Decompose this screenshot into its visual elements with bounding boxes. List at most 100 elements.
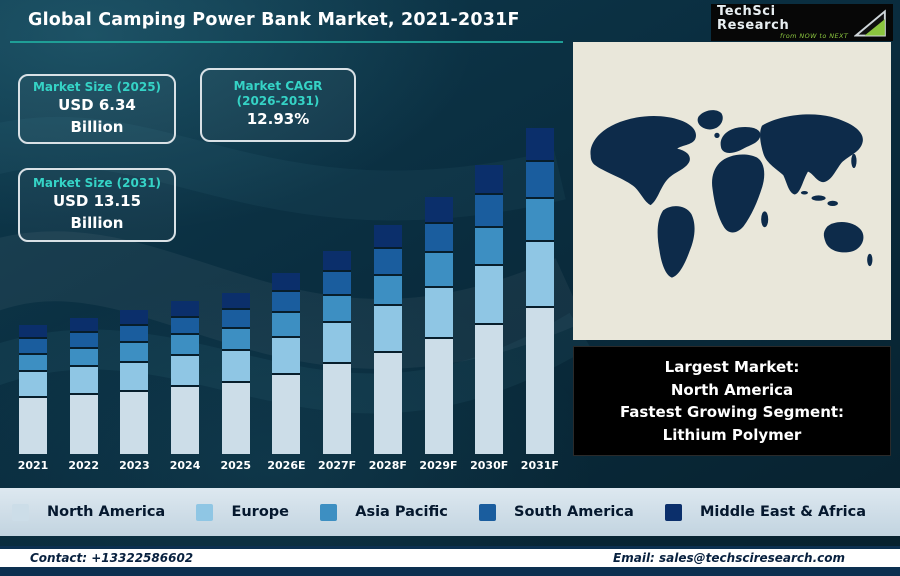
legend-item: Middle East & Africa — [664, 503, 866, 521]
legend-item: North America — [12, 503, 166, 521]
bar-segment — [373, 247, 402, 274]
page-title: Global Camping Power Bank Market, 2021-2… — [28, 10, 520, 30]
bar-segment — [272, 290, 301, 312]
bar-segment — [525, 240, 554, 306]
bar-segment — [475, 225, 504, 265]
bar-segment — [69, 365, 98, 394]
callout-line: Lithium Polymer — [662, 425, 802, 444]
bar-segment — [120, 389, 149, 454]
bar-segment — [272, 311, 301, 336]
bar-segment — [19, 370, 47, 397]
callout-line: Fastest Growing Segment: — [619, 403, 845, 421]
logo-brand: TechSci Research — [717, 3, 790, 33]
bar-column: 2026E — [263, 273, 309, 477]
bar-column: 2029F — [416, 197, 462, 477]
stat-unit: Billion — [70, 213, 124, 232]
techsci-logo: TechSci Research from NOW to NEXT — [711, 4, 893, 41]
stat-box-market-cagr: Market CAGR (2026-2031) 12.93% — [200, 68, 356, 142]
x-axis-label: 2029F — [419, 459, 458, 472]
bar-segment — [69, 346, 98, 366]
legend-item: Asia Pacific — [320, 503, 448, 521]
bar-column: 2027F — [314, 250, 360, 477]
bar-segment — [171, 301, 200, 316]
logo-arrow-icon — [854, 8, 887, 36]
legend-item: South America — [479, 503, 634, 521]
bar-segment — [171, 315, 200, 334]
stat-box-market-size-2025: Market Size (2025) USD 6.34 Billion — [18, 74, 176, 144]
bar-column: 2030F — [466, 165, 512, 477]
stat-value: USD 13.15 — [52, 191, 142, 210]
bar-segment — [171, 385, 200, 454]
bar-column: 2025 — [213, 292, 259, 477]
x-axis-label: 2028F — [368, 459, 407, 472]
world-map — [573, 93, 891, 289]
bar-column: 2021 — [10, 325, 56, 477]
bar-segment — [424, 222, 453, 252]
largest-market-callout: Largest Market: North America Fastest Gr… — [573, 346, 891, 456]
x-axis-label: 2023 — [119, 459, 150, 472]
bar-segment — [120, 324, 149, 341]
bar-segment — [19, 352, 47, 371]
legend-swatch — [320, 503, 338, 521]
bar-segment — [69, 330, 98, 347]
x-axis-label: 2030F — [470, 459, 509, 472]
x-axis-label: 2027F — [318, 459, 357, 472]
bar-segment — [171, 333, 200, 355]
bar-segment — [424, 337, 453, 454]
bar-stack — [69, 317, 98, 454]
bar-segment — [19, 396, 47, 454]
x-axis-label: 2031F — [520, 459, 559, 472]
logo-text: TechSci Research from NOW to NEXT — [717, 3, 848, 41]
bar-segment — [272, 372, 301, 454]
footer-top-line — [0, 546, 900, 549]
bar-segment — [373, 225, 402, 248]
bar-column: 2024 — [162, 301, 208, 477]
x-axis-label: 2025 — [220, 459, 252, 472]
stat-label: Market CAGR (2026-2031) — [233, 79, 323, 109]
bar-segment — [19, 337, 47, 353]
bar-segment — [373, 350, 402, 454]
legend: North America Europe Asia Pacific South Ame… — [0, 488, 900, 536]
callout-line: North America — [670, 380, 794, 399]
bar-segment — [475, 264, 504, 323]
bar-stack — [525, 128, 554, 454]
bar-segment — [323, 320, 352, 363]
bar-segment — [475, 193, 504, 226]
footer-bottom-bar — [0, 567, 900, 576]
footer-body: Contact: +13322586602 Email: sales@techs… — [0, 549, 900, 567]
bar-stack — [424, 197, 453, 454]
bar-segment — [272, 335, 301, 373]
legend-label: Middle East & Africa — [699, 504, 866, 520]
legend-label: South America — [514, 504, 634, 520]
legend-item: Europe — [196, 503, 289, 521]
bar-segment — [424, 251, 453, 286]
legend-swatch — [196, 503, 214, 521]
x-axis-label: 2022 — [68, 459, 99, 472]
bar-stack — [373, 225, 402, 454]
bar-segment — [221, 348, 250, 382]
bar-segment — [373, 273, 402, 305]
legend-swatch — [12, 503, 29, 521]
stat-box-market-size-2031: Market Size (2031) USD 13.15 Billion — [18, 168, 176, 242]
legend-label: Europe — [231, 504, 289, 520]
title-underline — [10, 41, 563, 43]
bar-chart: 2021 2022 2023 2024 2025 2026E 2027F 2028F 2029F… — [10, 125, 563, 477]
legend-label: Asia Pacific — [355, 504, 448, 520]
stat-unit: Billion — [70, 117, 124, 136]
stat-value: USD 6.34 — [58, 95, 136, 114]
bar-segment — [272, 273, 301, 291]
bar-segment — [525, 128, 554, 160]
bar-segment — [373, 304, 402, 351]
bar-stack — [272, 273, 301, 454]
bar-segment — [19, 325, 47, 338]
bar-stack — [171, 301, 200, 454]
bar-segment — [120, 340, 149, 361]
bar-stack — [221, 292, 250, 454]
bar-stack — [323, 250, 352, 454]
footer: Contact: +13322586602 Email: sales@techs… — [0, 546, 900, 576]
callout-line: Largest Market: — [664, 358, 800, 376]
bar-segment — [221, 381, 250, 454]
bar-column: 2023 — [111, 310, 157, 477]
legend-label: North America — [47, 504, 166, 520]
